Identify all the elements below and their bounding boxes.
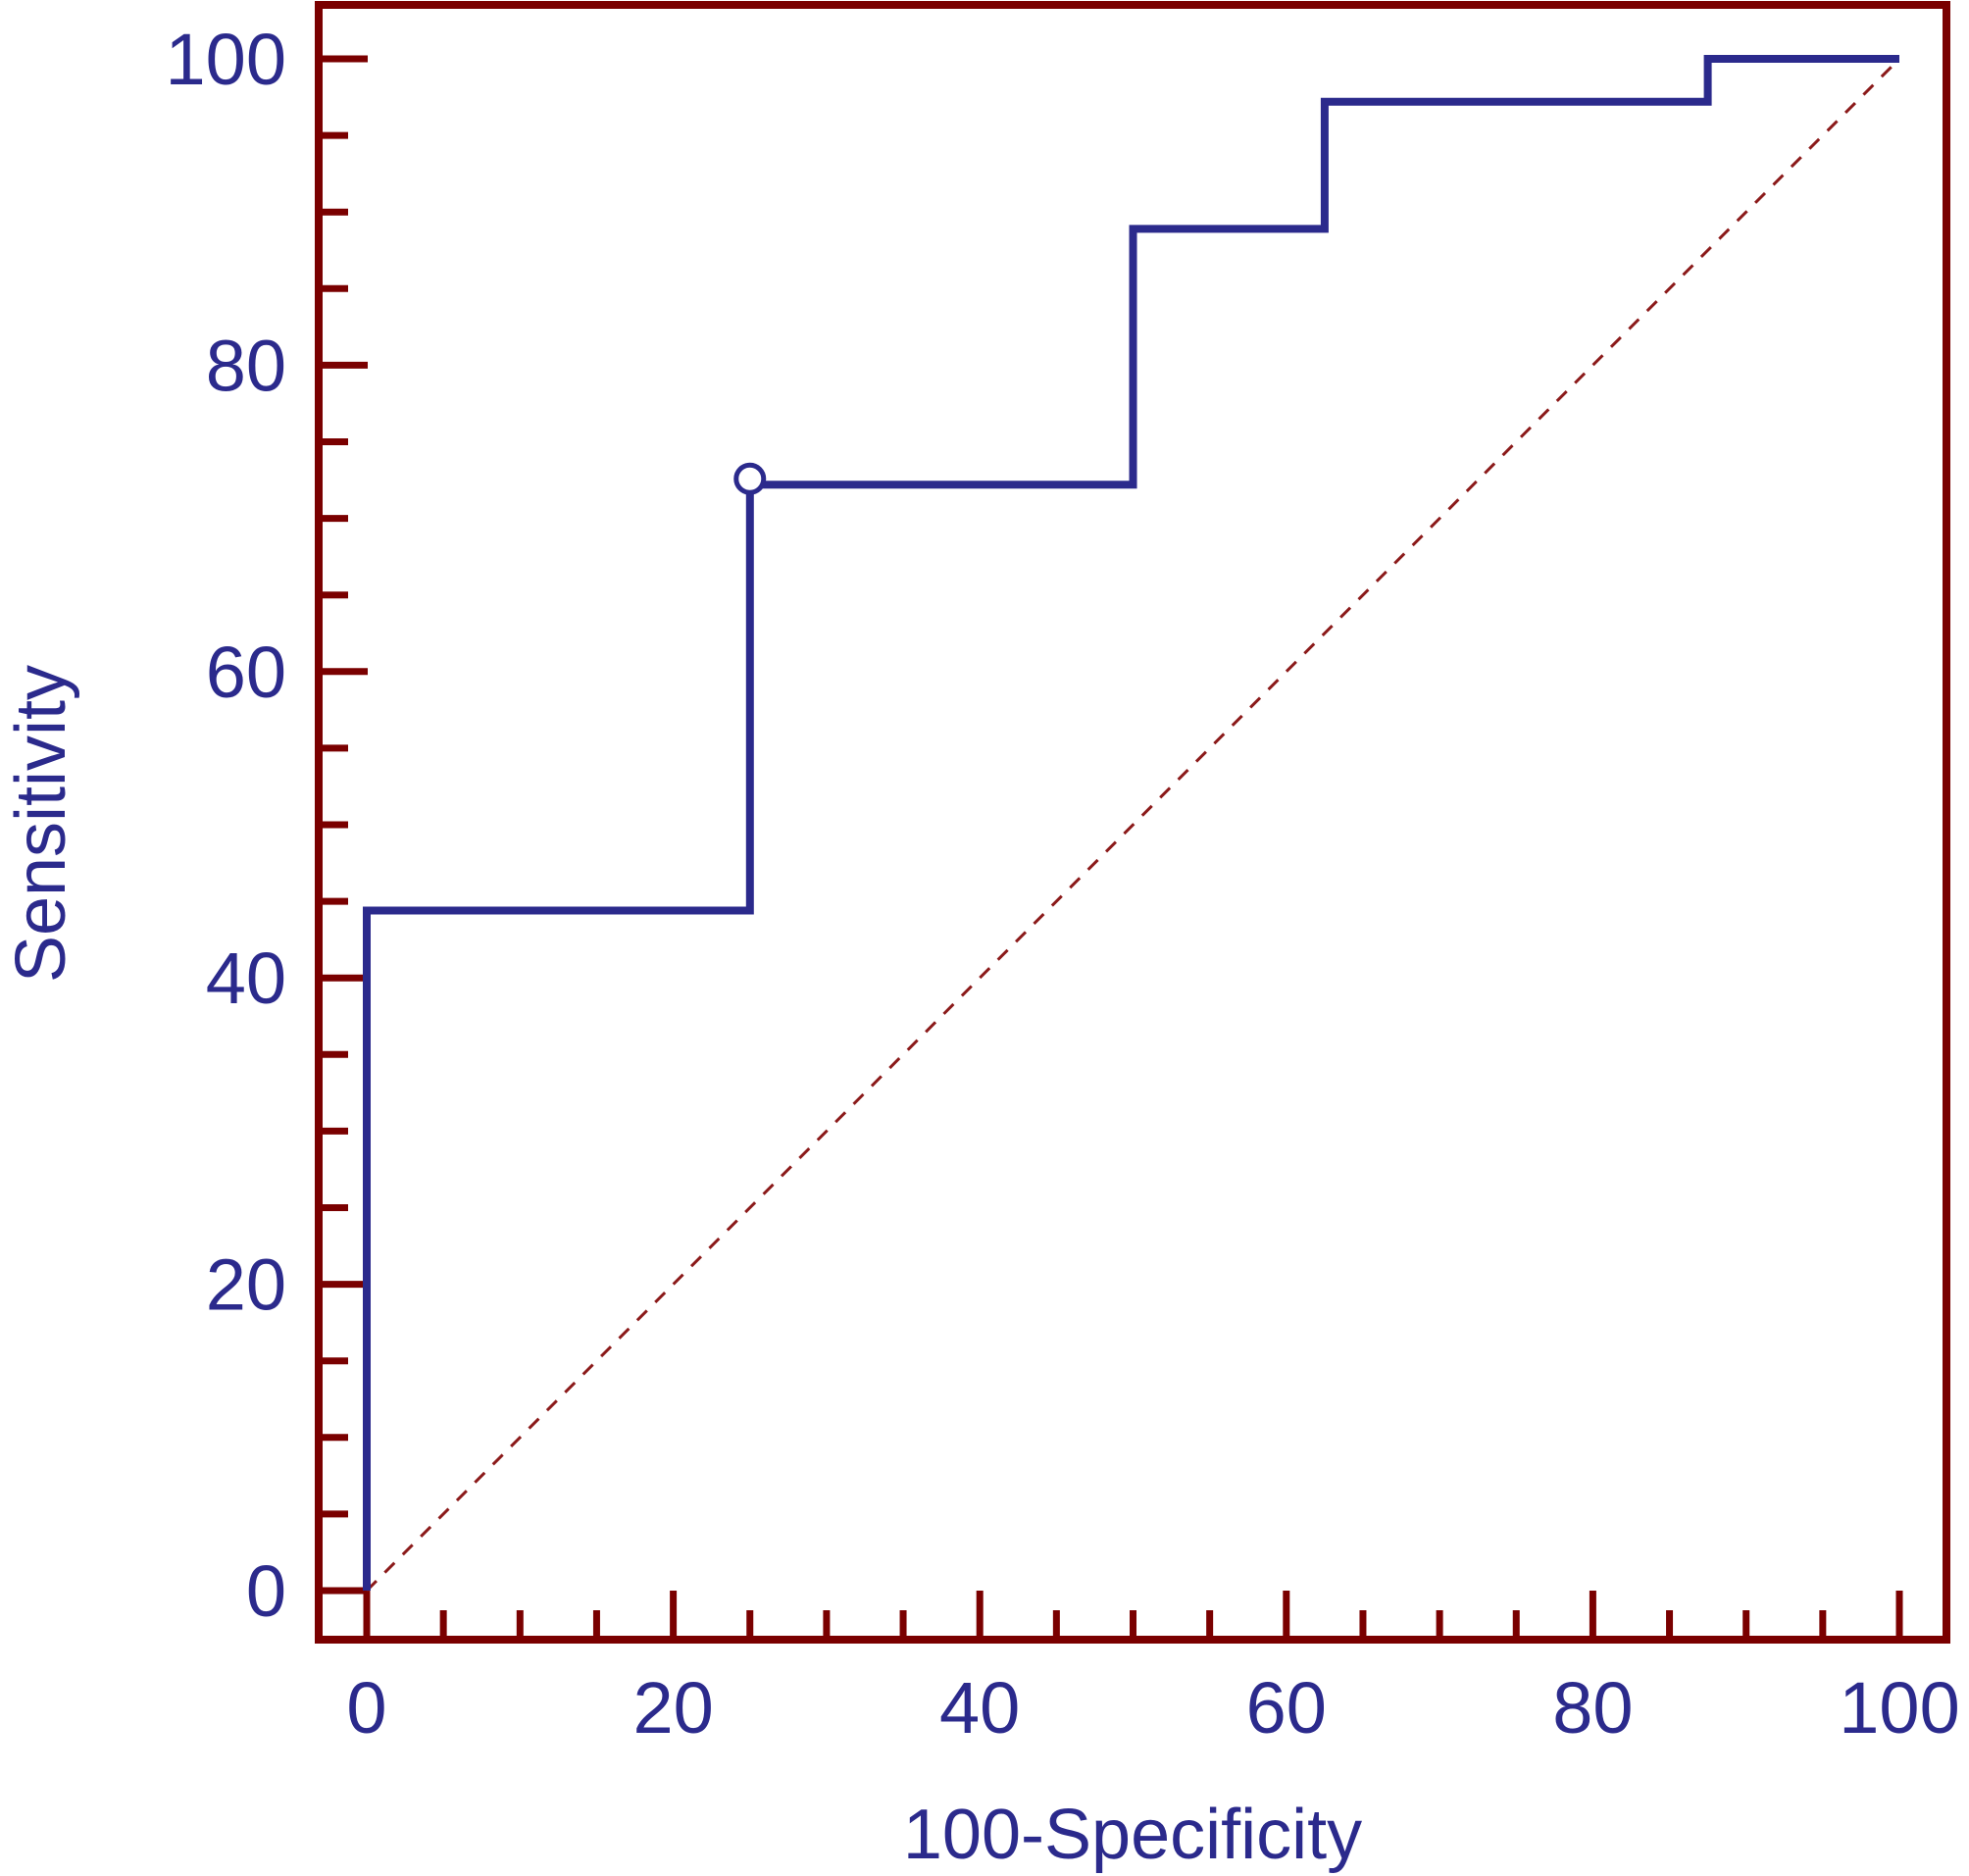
- y-tick-label: 100: [166, 19, 286, 100]
- y-tick-label: 80: [206, 325, 286, 406]
- x-tick-label: 60: [1246, 1667, 1327, 1749]
- x-axis-title: 100-Specificity: [903, 1796, 1362, 1874]
- x-axis: 0 20 40 60 80 100: [346, 1591, 1960, 1749]
- x-tick-label: 0: [346, 1667, 386, 1749]
- y-axis-title: Sensitivity: [2, 665, 80, 983]
- y-tick-label: 20: [206, 1244, 286, 1326]
- plot-area: [363, 55, 1901, 1593]
- y-tick-label: 0: [246, 1550, 286, 1632]
- y-axis: 0 20 40 60 80 100: [166, 19, 368, 1632]
- x-tick-label: 20: [632, 1667, 713, 1749]
- optimal-point-marker: [733, 462, 767, 495]
- x-tick-label: 40: [939, 1667, 1020, 1749]
- x-tick-label: 100: [1839, 1667, 1959, 1749]
- reference-diagonal-line: [365, 57, 1901, 1593]
- roc-curve-line: [363, 55, 1899, 1591]
- x-tick-label: 80: [1552, 1667, 1633, 1749]
- y-tick-label: 40: [206, 938, 286, 1019]
- y-tick-label: 60: [206, 632, 286, 713]
